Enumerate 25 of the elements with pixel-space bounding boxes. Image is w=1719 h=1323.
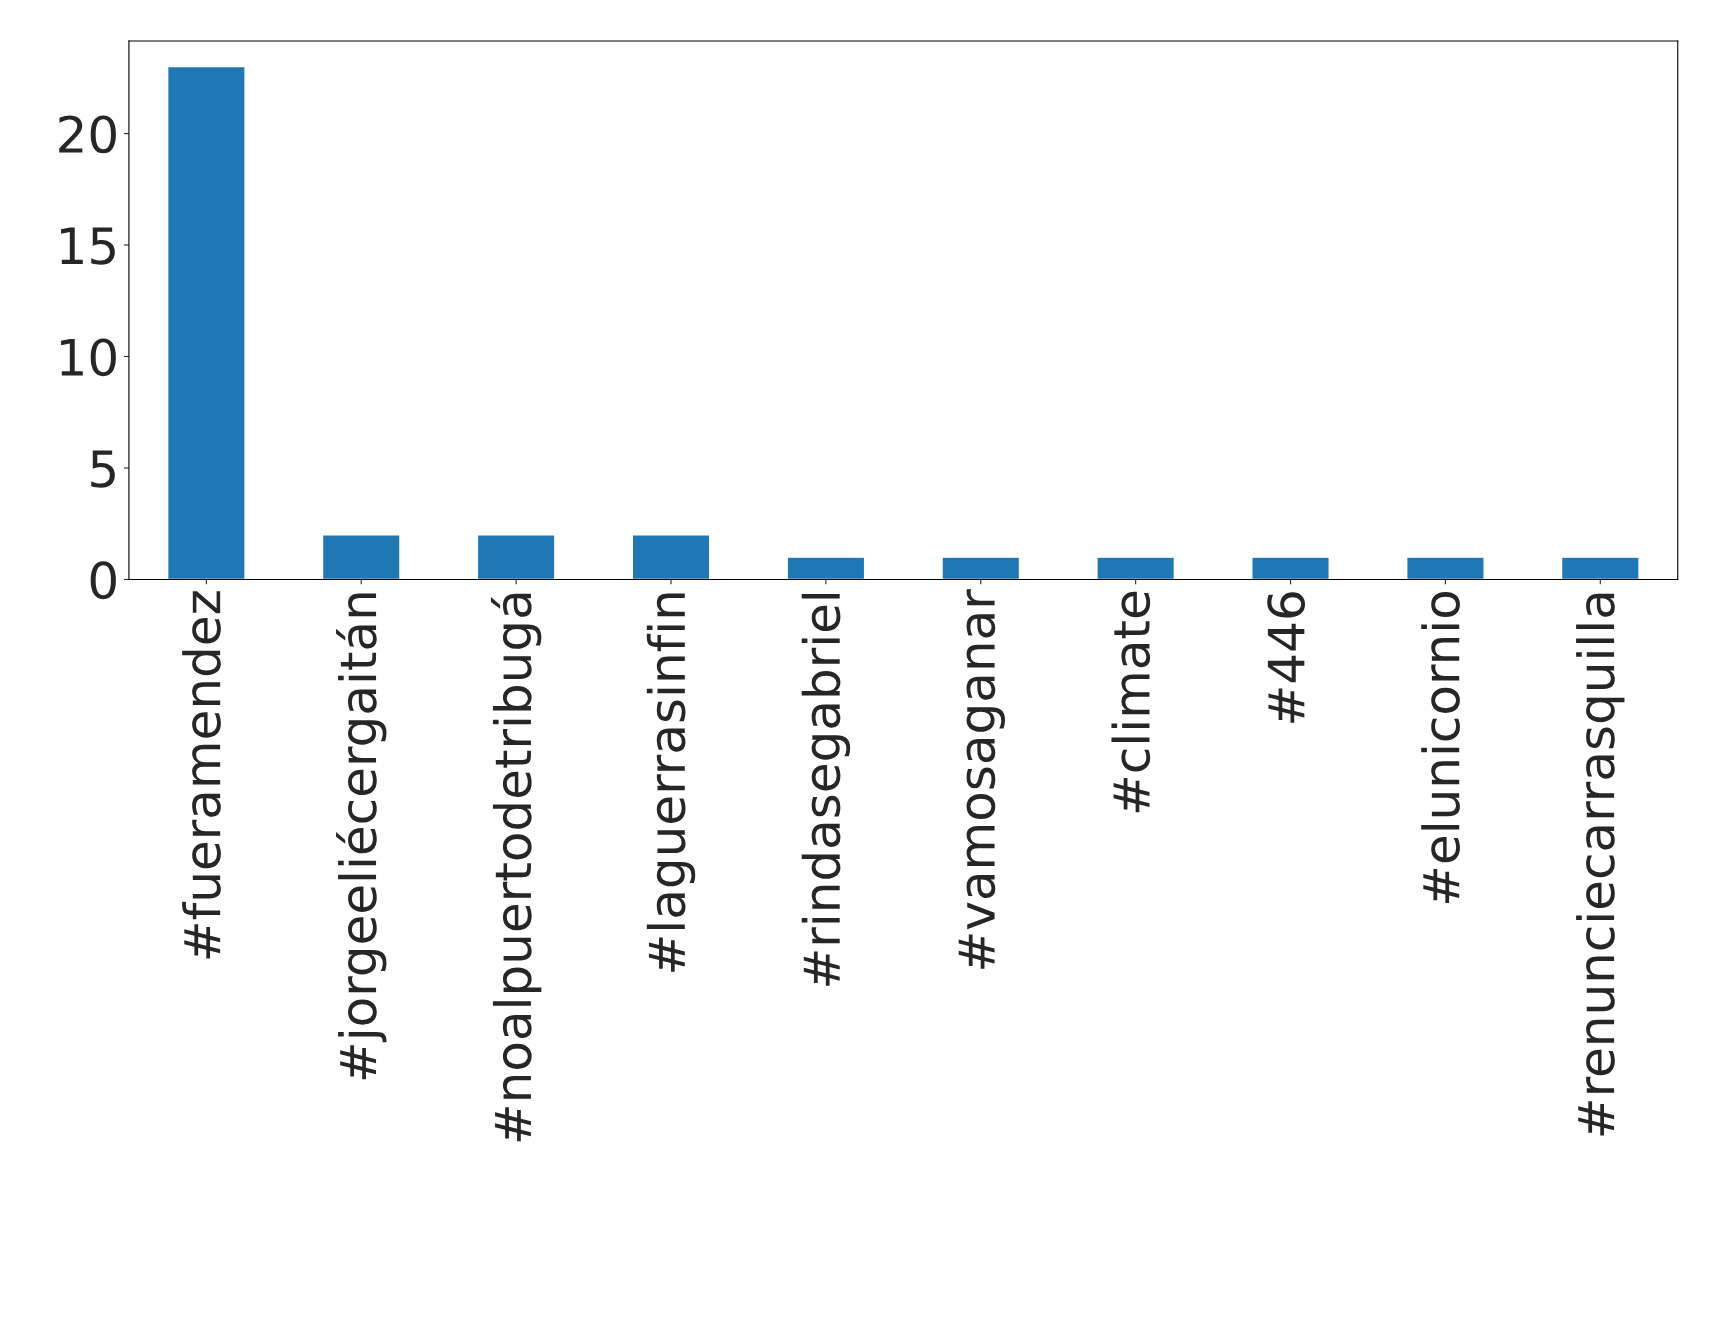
y-tick-label: 20 [59,115,116,154]
bar [1251,556,1330,580]
x-tick-label: #446 [1267,592,1306,723]
bar [786,556,866,580]
y-tick-label: 10 [61,338,116,377]
bar [1406,556,1485,580]
y-tick-label: 5 [91,450,115,488]
bar [1560,556,1640,580]
x-tick-label: #laguerrasinfin [646,593,696,972]
x-tick-label: #renunciecarrasquilla [1576,593,1625,1136]
x-tick-label: #climate [1111,591,1151,813]
bar [1096,556,1176,580]
x-tick-label: #noalpuertodetribugá [490,593,542,1142]
x-tick-label: #vamosaganar [958,589,1005,969]
x-tick-label: #fueramendez [182,591,221,959]
bar [941,556,1021,580]
bar [321,534,401,580]
x-tick-label: #rindasegabriel [801,593,851,986]
bar [166,65,246,580]
y-tick-label: 15 [61,227,115,265]
x-tick-label: #jorgeeliécergaitán [336,593,387,1080]
y-tick-label: 0 [90,561,116,600]
bar [631,534,711,580]
bar [476,534,556,580]
x-tick-label: #elunicornio [1421,591,1460,904]
